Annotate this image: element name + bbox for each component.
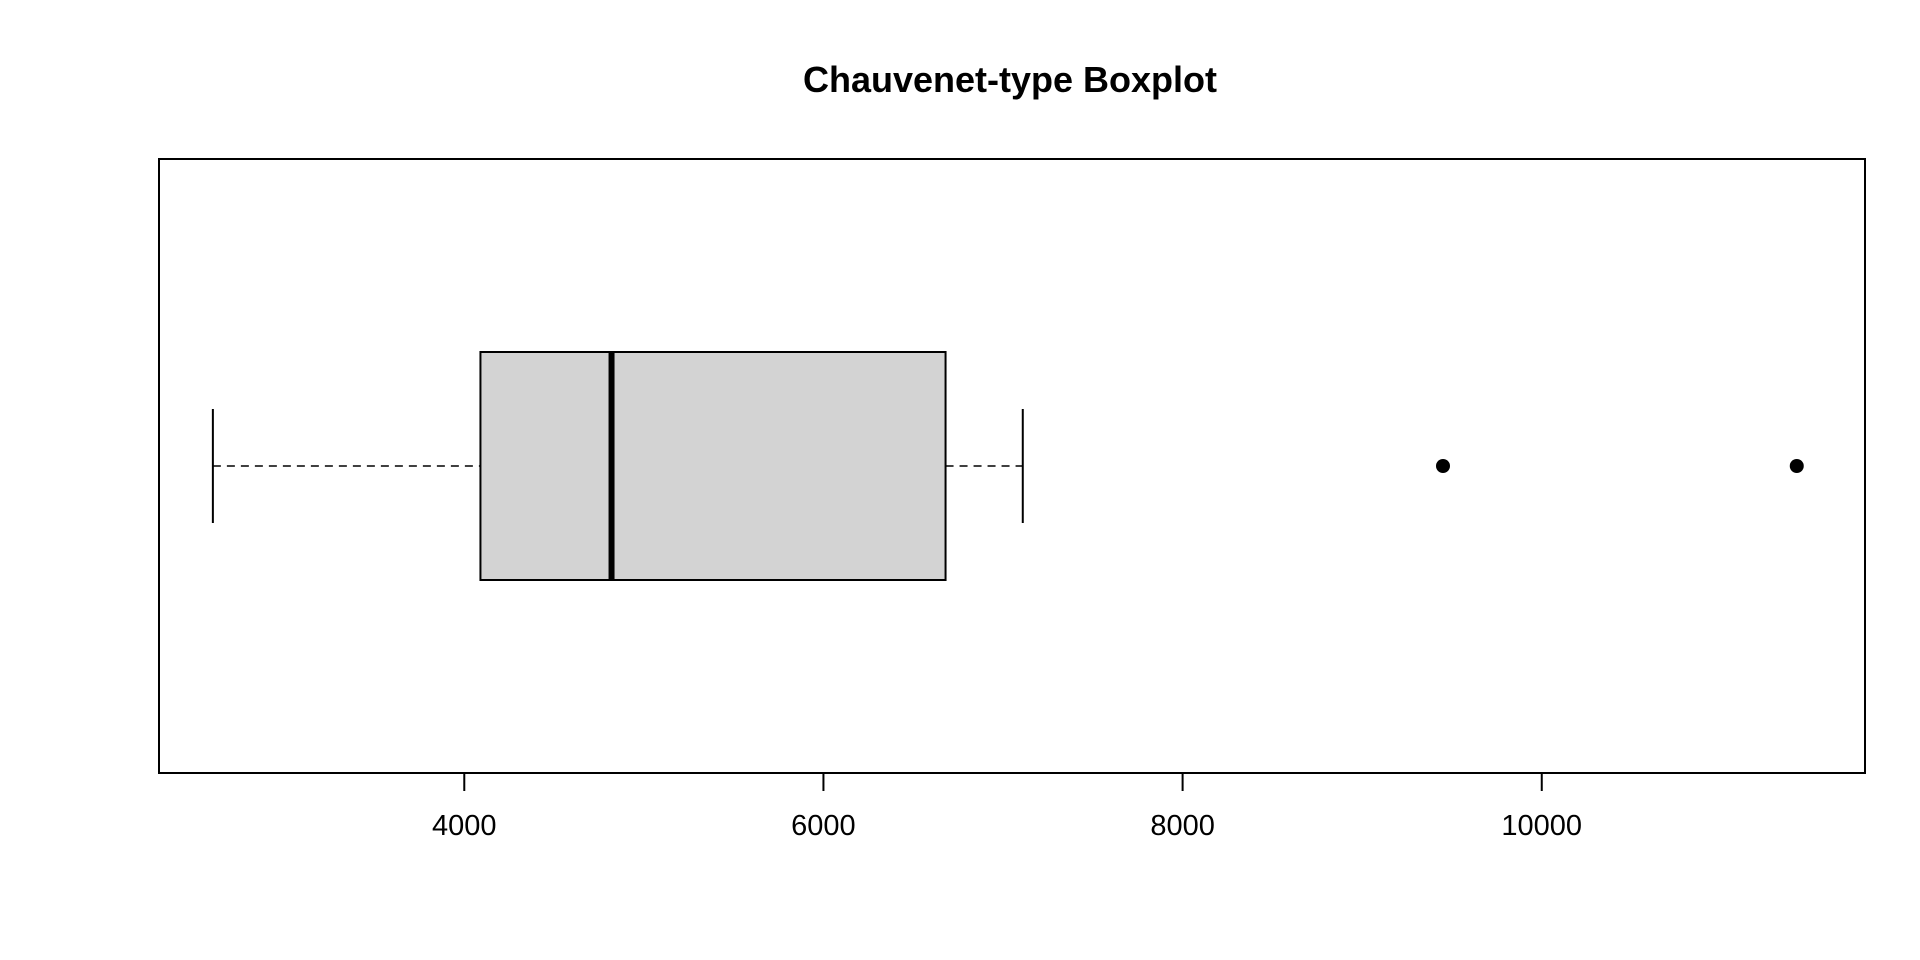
outlier-point: [1789, 459, 1804, 473]
chart-title: Chauvenet-type Boxplot: [803, 59, 1217, 100]
x-tick-label: 6000: [791, 810, 856, 842]
boxplot: [211, 351, 1024, 581]
x-tick-label: 10000: [1501, 810, 1582, 842]
x-tick-label: 4000: [432, 810, 497, 842]
x-axis: 4000 6000 8000 10000: [432, 772, 1582, 842]
outliers: [1435, 459, 1804, 473]
interquartile-box: [479, 351, 947, 581]
x-tick-label: 8000: [1150, 810, 1215, 842]
outlier-point: [1435, 459, 1450, 473]
